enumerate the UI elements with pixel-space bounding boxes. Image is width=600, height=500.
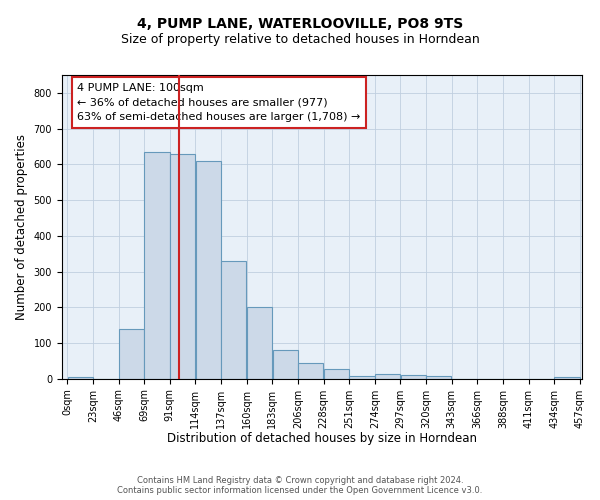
Text: 4, PUMP LANE, WATERLOOVILLE, PO8 9TS: 4, PUMP LANE, WATERLOOVILLE, PO8 9TS — [137, 18, 463, 32]
X-axis label: Distribution of detached houses by size in Horndean: Distribution of detached houses by size … — [167, 432, 477, 445]
Bar — [426, 376, 451, 378]
Bar — [170, 154, 195, 378]
Bar — [119, 328, 144, 378]
Bar — [221, 261, 247, 378]
Bar — [196, 161, 221, 378]
Y-axis label: Number of detached properties: Number of detached properties — [15, 134, 28, 320]
Bar — [375, 374, 400, 378]
Bar — [401, 375, 426, 378]
Text: Contains HM Land Registry data © Crown copyright and database right 2024.
Contai: Contains HM Land Registry data © Crown c… — [118, 476, 482, 495]
Text: 4 PUMP LANE: 100sqm
← 36% of detached houses are smaller (977)
63% of semi-detac: 4 PUMP LANE: 100sqm ← 36% of detached ho… — [77, 82, 361, 122]
Bar — [349, 376, 374, 378]
Bar — [68, 376, 93, 378]
Bar — [145, 152, 170, 378]
Bar — [554, 377, 580, 378]
Bar — [324, 369, 349, 378]
Bar — [298, 362, 323, 378]
Bar — [272, 350, 298, 378]
Text: Size of property relative to detached houses in Horndean: Size of property relative to detached ho… — [121, 32, 479, 46]
Bar — [247, 308, 272, 378]
